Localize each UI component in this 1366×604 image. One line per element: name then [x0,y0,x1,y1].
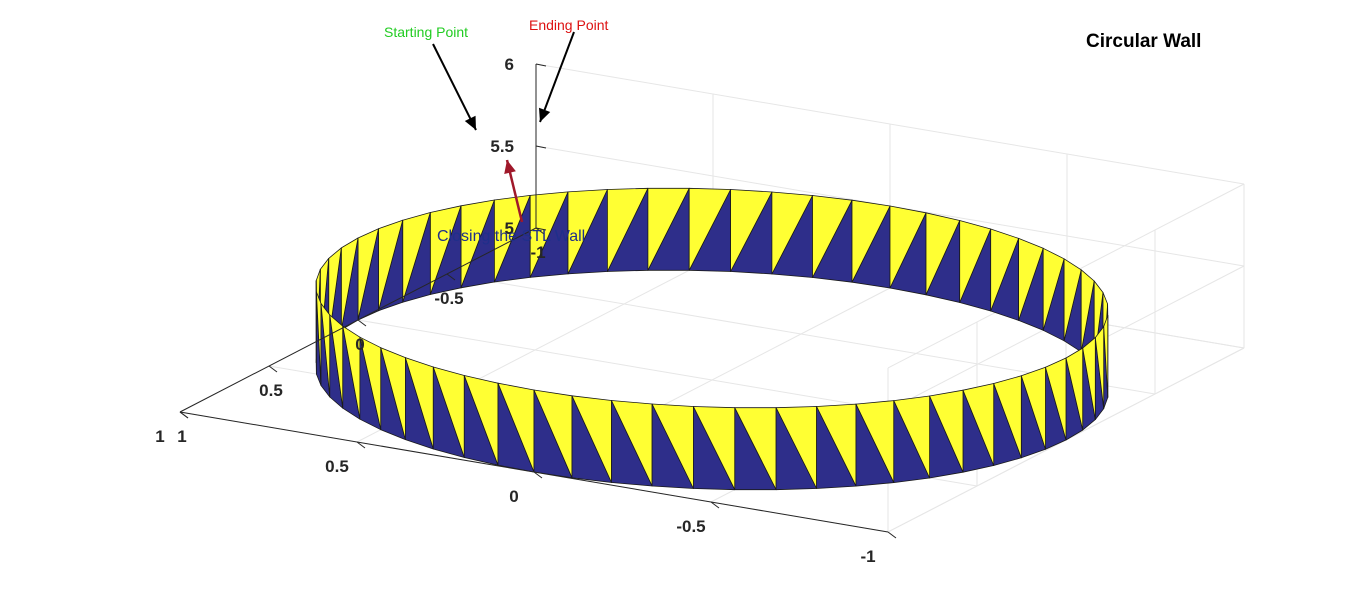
ending-point-label: Ending Point [529,17,609,33]
wall-surface [315,187,1109,491]
x-tick-label: 1 [155,427,164,446]
wall-triangle [1063,258,1082,342]
wall-triangle [647,187,690,271]
wall-triangle [1082,337,1096,421]
wall-triangle [1065,347,1084,431]
wall-triangle [1094,326,1105,410]
wall-triangle [812,195,853,278]
tick-labels: 1 0.5 0 -0.5 -1 1 0.5 0 -0.5 -1 6 5.5 5 [155,55,897,566]
tick-mark [887,531,897,539]
starting-point-label: Starting Point [384,24,468,40]
tick-mark [535,63,547,67]
chart-title: Circular Wall [1086,31,1201,52]
tick-mark [710,501,720,509]
wall-triangle [1042,247,1065,331]
wall-triangle [688,187,731,271]
ending-point-arrow [539,31,575,123]
back-grid-line [535,63,1245,185]
tick-mark [533,471,543,479]
wall-triangle [771,191,813,275]
wall-triangle [607,187,649,272]
wall-triangle [990,228,1019,312]
y-tick-label: -0.5 [434,289,463,308]
wall-triangle [993,375,1022,459]
tick-mark [535,145,547,149]
wall-triangle [1020,366,1046,450]
x-tick-label: 0.5 [325,457,349,476]
wall-triangle [1018,237,1044,321]
wall-triangle [529,191,569,278]
tick-mark [357,319,367,327]
tick-mark [268,365,278,373]
wall-triangle [893,395,930,479]
starting-point-arrow-head [464,115,476,130]
annotations: Starting Point Ending Point Closing the … [384,17,609,245]
tick-mark [535,227,547,231]
tick-mark [535,227,545,235]
z-tick-label: 6 [505,55,514,74]
wall-triangle [1045,357,1067,441]
x-tick-label: -0.5 [676,517,705,536]
ending-point-arrow-head [538,107,551,122]
z-tick-label: 5 [505,219,514,238]
x-tick-label: 0 [509,487,518,506]
wall-triangle [962,383,995,466]
y-tick-label: 0.5 [259,381,283,400]
x-tick-label: -1 [860,547,875,566]
tick-mark [446,273,456,281]
y-tick-label: 0 [355,335,364,354]
closing-wall-label: Closing the STL Wall [437,228,585,245]
wall-triangle [851,199,891,283]
wall-triangle [959,220,992,303]
y-tick-label: 1 [177,427,186,446]
y-tick-label: -1 [530,243,545,262]
wall-triangle [1103,314,1109,398]
tick-mark [356,441,366,449]
wall-triangle [929,389,964,473]
wall-triangle [567,189,608,275]
starting-point-arrow [432,43,477,131]
z-tick-label: 5.5 [490,137,514,156]
wall-triangle [1080,269,1095,353]
closing-wall-arrow-head [504,160,516,175]
wall-triangle [730,189,773,272]
wall-triangle [925,212,961,296]
tick-mark [179,411,189,419]
wall-triangle [889,205,927,289]
